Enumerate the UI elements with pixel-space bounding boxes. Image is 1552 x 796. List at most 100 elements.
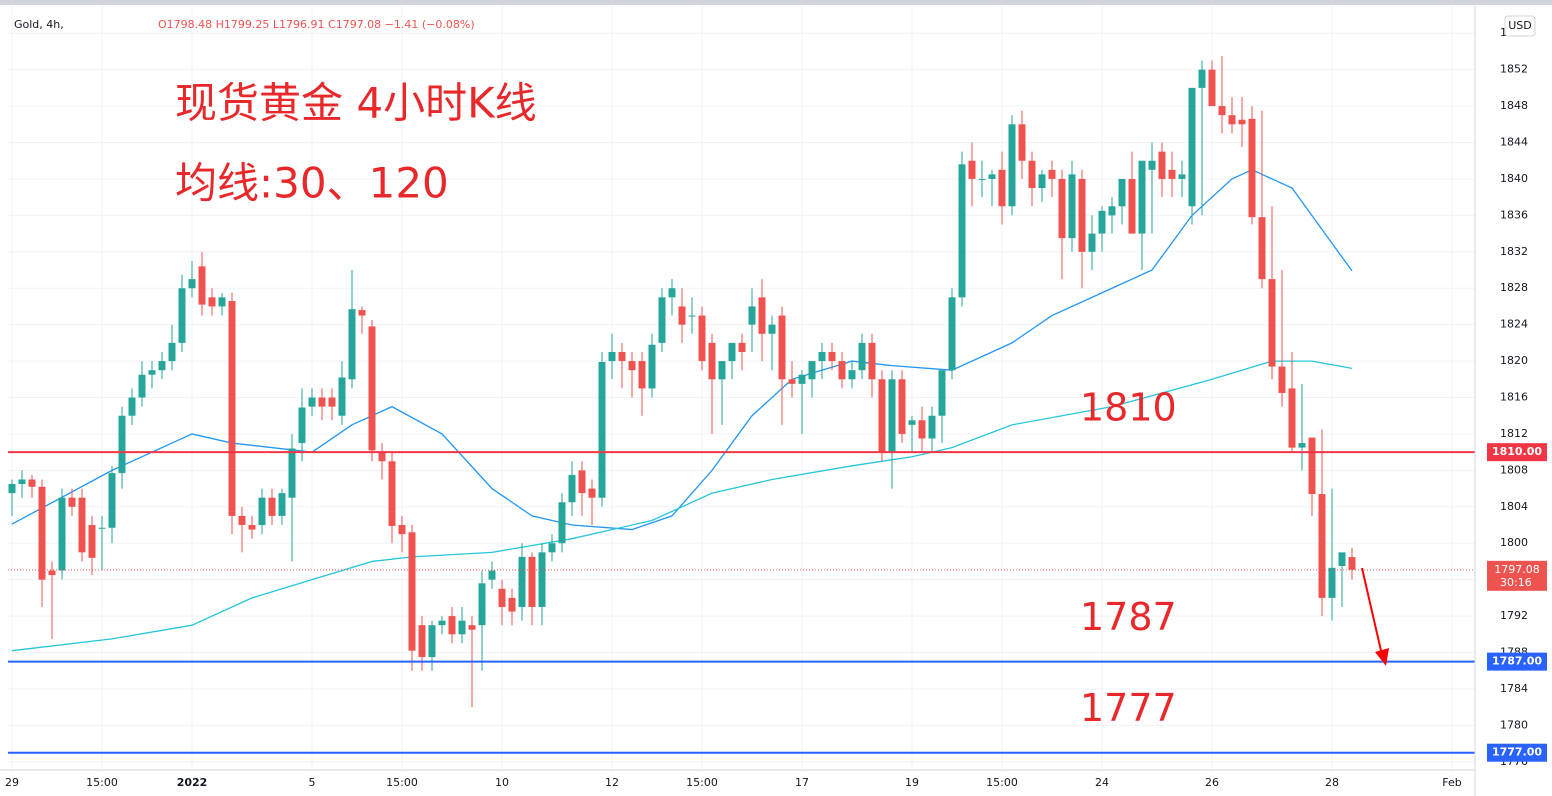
candle-body — [1308, 437, 1316, 495]
candle-body — [1268, 279, 1276, 367]
candle-body — [1298, 443, 1306, 448]
candle-body — [768, 324, 776, 334]
candle-body — [278, 493, 286, 516]
x-tick-label: 10 — [495, 776, 509, 789]
candle-body — [258, 497, 266, 526]
candle-body — [1128, 178, 1136, 234]
candle-body — [868, 342, 876, 380]
candle-body — [758, 297, 766, 334]
y-tick-label: 1804 — [1500, 500, 1528, 513]
price-tag — [1487, 652, 1547, 671]
candle-body — [398, 525, 406, 535]
y-tick-label: 1836 — [1500, 208, 1528, 221]
candle-body — [1318, 494, 1326, 598]
candle-body — [1258, 217, 1266, 280]
line-annotation: 1777 — [1080, 686, 1177, 730]
candle-body — [418, 625, 426, 658]
candle-body — [548, 543, 556, 553]
candle-body — [18, 479, 26, 485]
x-tick-label: 15:00 — [686, 776, 718, 789]
x-tick-label: 15:00 — [386, 776, 418, 789]
x-tick-label: Feb — [1442, 776, 1461, 789]
candle-body — [318, 397, 326, 407]
top-bar — [0, 0, 1552, 5]
last-price-label: 1797.08 — [1494, 563, 1540, 576]
candle-body — [508, 597, 516, 612]
candle-body — [788, 379, 796, 384]
candle-body — [528, 556, 536, 607]
candle-body — [588, 488, 596, 498]
candle-body — [168, 342, 176, 362]
candle-body — [1278, 366, 1286, 393]
y-tick-label: 1844 — [1500, 136, 1528, 149]
candle-body — [1008, 124, 1016, 207]
candle-body — [348, 309, 356, 380]
candle-body — [598, 362, 606, 498]
candle-body — [1218, 106, 1226, 116]
candle-body — [448, 616, 456, 635]
candle-body — [558, 502, 566, 544]
candle-body — [108, 473, 116, 528]
candle-body — [908, 420, 916, 425]
candle-body — [338, 377, 346, 416]
candle-body — [38, 486, 46, 580]
candle-body — [918, 420, 926, 439]
candle-body — [928, 415, 936, 439]
candle-body — [1208, 69, 1216, 107]
candle-body — [688, 315, 696, 317]
candle-body — [28, 479, 36, 487]
candle-body — [1038, 174, 1046, 189]
candle-body — [138, 374, 146, 398]
candle-body — [428, 625, 436, 658]
candle-body — [808, 361, 816, 380]
candle-body — [468, 625, 476, 630]
x-tick-label: 19 — [905, 776, 919, 789]
candle-body — [988, 174, 996, 179]
symbol: Gold, 4h, — [14, 18, 64, 31]
candle-body — [248, 525, 256, 530]
candle-body — [1168, 169, 1176, 179]
x-tick-label: 2022 — [177, 776, 208, 789]
candle-body — [888, 379, 896, 453]
candle-body — [718, 361, 726, 380]
x-tick-label: 12 — [605, 776, 619, 789]
candle-body — [198, 266, 206, 305]
currency[interactable]: USD — [1508, 19, 1532, 32]
y-tick-label: 1792 — [1500, 609, 1528, 622]
candle-body — [938, 370, 946, 416]
candle-body — [328, 397, 336, 407]
candle-body — [728, 342, 736, 362]
y-tick-label: 1824 — [1500, 318, 1528, 331]
candle-body — [898, 379, 906, 434]
candle-body — [308, 397, 316, 407]
price-tag-label: 1777.00 — [1492, 746, 1542, 759]
candle-body — [68, 497, 76, 507]
x-tick-label: 15:00 — [986, 776, 1018, 789]
y-tick-label: 1852 — [1500, 63, 1528, 76]
y-tick-label: 1808 — [1500, 463, 1528, 476]
candle-body — [358, 310, 366, 316]
candle-body — [568, 474, 576, 503]
currency-box[interactable] — [1504, 15, 1536, 37]
arrow-head — [1375, 648, 1389, 666]
candle-body — [208, 297, 216, 307]
candle-body — [778, 315, 786, 380]
candle-body — [188, 279, 196, 289]
candle-body — [878, 379, 886, 453]
candle-body — [538, 552, 546, 607]
moving-average — [11, 360, 1353, 652]
ohlc: O1798.48 H1799.25 L1796.91 C1797.08 −1.4… — [158, 18, 475, 31]
candle-body — [78, 497, 86, 553]
y-tick-label: 1820 — [1500, 354, 1528, 367]
candle-body — [748, 306, 756, 325]
candle-body — [1238, 119, 1246, 125]
x-tick-label: 5 — [309, 776, 316, 789]
candle-body — [238, 515, 246, 526]
countdown: 30:16 — [1500, 576, 1532, 589]
candle-body — [148, 370, 156, 375]
candle-body — [438, 620, 446, 626]
candle-body — [958, 164, 966, 298]
candle-body — [1048, 169, 1056, 179]
x-tick-label: 24 — [1095, 776, 1109, 789]
